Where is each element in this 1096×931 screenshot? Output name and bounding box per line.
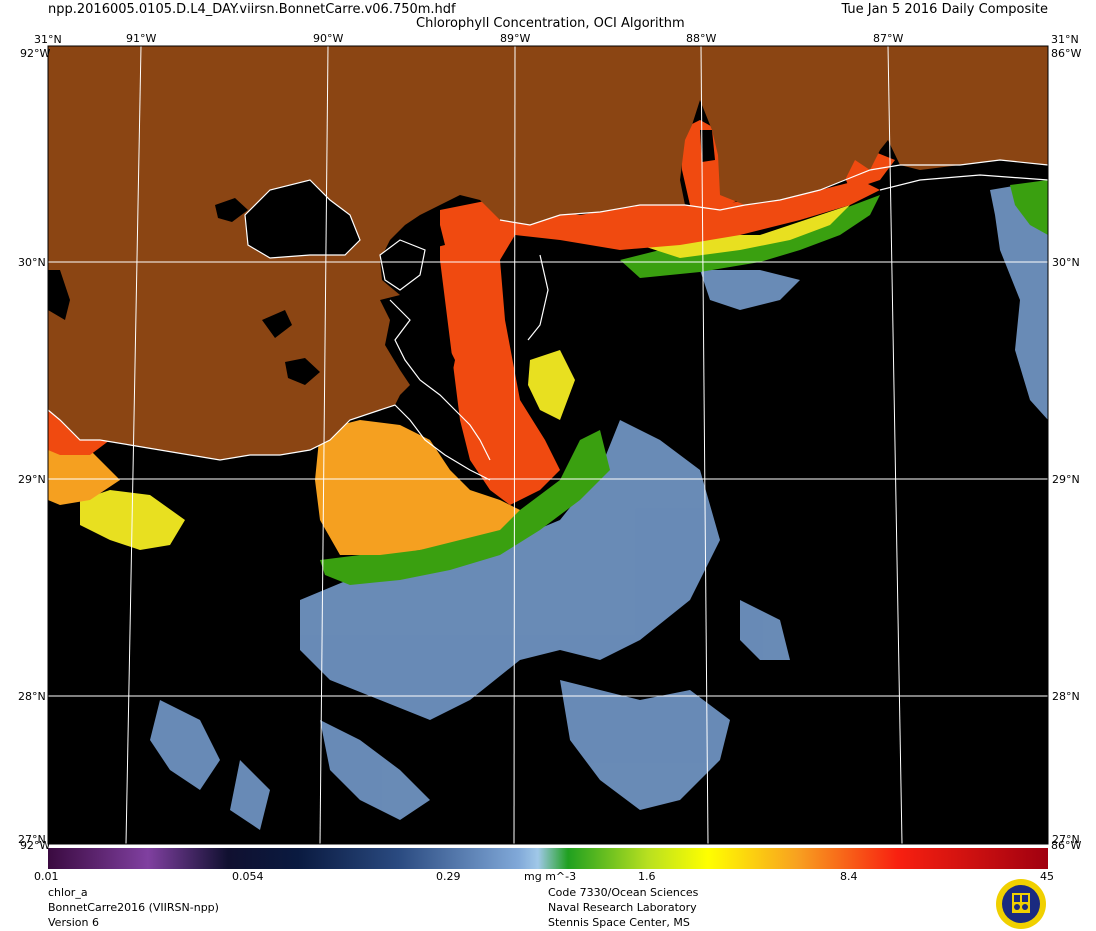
- corner-bottom-left-lon: 92°W: [20, 839, 51, 852]
- colorbar-tick-1-6: 1.6: [638, 870, 656, 883]
- corner-bottom-left-lat: 27°N: [18, 833, 46, 846]
- lon-label-89w: 89°W: [500, 32, 531, 45]
- colorbar-tick-45: 45: [1040, 870, 1054, 883]
- corner-top-left-lat: 31°N: [34, 33, 62, 46]
- product-name: chlor_a: [48, 886, 88, 899]
- lat-label-30n-right: 30°N: [1052, 256, 1080, 269]
- colorbar-tick-8-4: 8.4: [840, 870, 858, 883]
- high-chlorophyll-orange: [48, 420, 520, 555]
- filename: npp.2016005.0105.D.L4_DAY.viirsn.BonnetC…: [48, 2, 456, 17]
- lat-label-29n-left: 29°N: [18, 473, 46, 486]
- corner-left-top-lon: 92°W: [20, 47, 51, 60]
- nrl-seal-logo: [996, 879, 1046, 929]
- colorbar-units: mg m^-3: [524, 870, 577, 883]
- lon-label-90w: 90°W: [313, 32, 344, 45]
- colorbar-tick-0-054: 0.054: [232, 870, 264, 883]
- low-chlorophyll-water: [150, 180, 1048, 830]
- map-title: Chlorophyll Concentration, OCI Algorithm: [416, 16, 685, 31]
- land: [48, 46, 1048, 460]
- colorbar: [48, 848, 1048, 869]
- lon-label-91w: 91°W: [126, 32, 157, 45]
- corner-top-right-lat: 31°N: [1051, 33, 1079, 46]
- lon-label-88w: 88°W: [686, 32, 717, 45]
- lat-label-29n-right: 29°N: [1052, 473, 1080, 486]
- corner-right-top-lon: 86°W: [1051, 47, 1082, 60]
- version-label: Version 6: [48, 916, 99, 929]
- org-line-3: Stennis Space Center, MS: [548, 916, 690, 929]
- colorbar-tick-0-29: 0.29: [436, 870, 461, 883]
- colorbar-tick-0-01: 0.01: [34, 870, 59, 883]
- region-name: BonnetCarre2016 (VIIRSN-npp): [48, 901, 219, 914]
- coastline: [47, 159, 1049, 481]
- lat-label-30n-left: 30°N: [18, 256, 46, 269]
- inland-water: [48, 130, 715, 390]
- composite-date: Tue Jan 5 2016 Daily Composite: [841, 2, 1048, 17]
- corner-bottom-right-lon: 86°W: [1051, 839, 1082, 852]
- org-line-2: Naval Research Laboratory: [548, 901, 697, 914]
- graticule: [48, 45, 1048, 845]
- lat-label-28n-right: 28°N: [1052, 690, 1080, 703]
- lon-label-87w: 87°W: [873, 32, 904, 45]
- corner-bottom-right-lat: 27°N: [1052, 833, 1080, 846]
- lat-label-28n-left: 28°N: [18, 690, 46, 703]
- org-line-1: Code 7330/Ocean Sciences: [548, 886, 699, 899]
